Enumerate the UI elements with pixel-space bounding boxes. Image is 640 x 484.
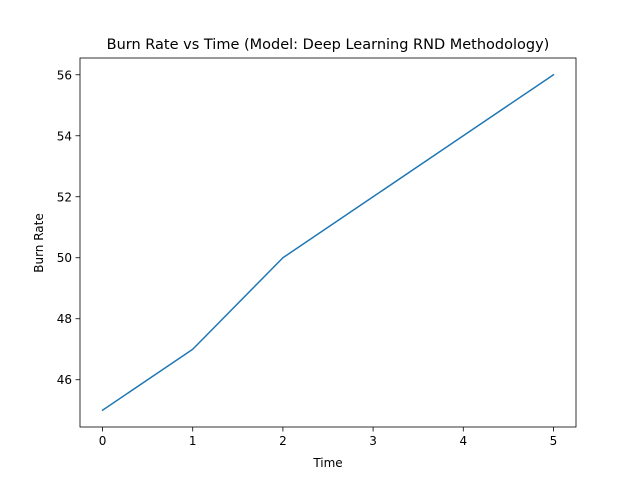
y-axis-label: Burn Rate <box>32 213 46 273</box>
y-tick-label: 48 <box>57 312 72 326</box>
chart-title: Burn Rate vs Time (Model: Deep Learning … <box>107 37 550 53</box>
y-tick-label: 52 <box>57 190 72 204</box>
x-tick-label: 3 <box>369 434 377 448</box>
plot-area: 0 1 2 3 4 5 46 48 50 52 54 56 <box>57 57 577 448</box>
y-tick-label: 56 <box>57 68 72 82</box>
x-tick-label: 1 <box>189 434 197 448</box>
x-axis-label: Time <box>312 456 342 470</box>
x-tick-label: 4 <box>459 434 467 448</box>
series-line-0 <box>101 73 555 412</box>
x-tick-label: 0 <box>99 434 107 448</box>
y-tick-label: 46 <box>57 373 72 387</box>
x-tick-label: 2 <box>279 434 287 448</box>
axes-frame <box>79 57 577 428</box>
y-tick-label: 50 <box>57 251 72 265</box>
x-tick-label: 5 <box>550 434 558 448</box>
y-tick-label: 54 <box>57 129 72 143</box>
